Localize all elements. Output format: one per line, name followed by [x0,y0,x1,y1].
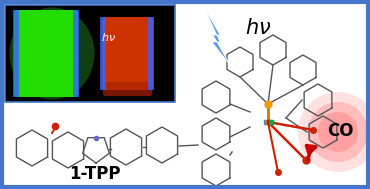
Bar [100,17,106,90]
Polygon shape [204,7,230,65]
Bar [73,10,79,97]
Text: $h\nu$: $h\nu$ [101,31,115,43]
Bar [13,10,19,97]
FancyBboxPatch shape [102,17,153,90]
FancyBboxPatch shape [14,10,78,97]
Ellipse shape [318,112,358,152]
Ellipse shape [10,7,94,100]
Bar [148,17,154,90]
Text: 1-TPP: 1-TPP [69,165,121,183]
Text: CO: CO [327,122,353,140]
Ellipse shape [308,102,368,162]
Bar [5,5,175,102]
FancyBboxPatch shape [103,82,152,96]
Ellipse shape [298,92,370,172]
Text: $h\nu$: $h\nu$ [245,18,271,38]
